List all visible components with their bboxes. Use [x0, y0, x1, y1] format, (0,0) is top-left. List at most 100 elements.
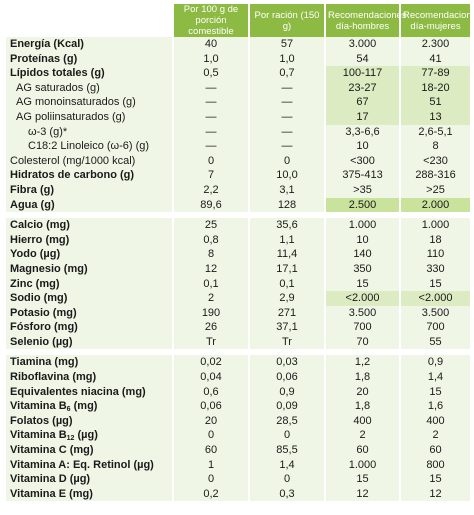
nutrient-name: Hierro (mg) [6, 232, 172, 248]
nutrient-unit: (µg) [74, 429, 98, 442]
value-per-ration: 37,1 [248, 320, 324, 335]
nutrient-label: AG saturados (g) [16, 81, 100, 94]
value-per-100g: 60 [172, 443, 248, 458]
value-per-ration: 3,1 [248, 182, 324, 198]
section-gap-cell [6, 212, 470, 219]
nutrient-label: Energía (Kcal) [10, 38, 84, 50]
value-per-ration: 1,4 [248, 457, 324, 473]
nutrient-label: Vitamina C (mg) [10, 444, 94, 457]
nutrient-label: Zinc (mg) [10, 277, 60, 290]
table-row: Colesterol (mg/1000 kcal) 0 0 <300 <230 [6, 153, 470, 169]
value-per-ration: 1,0 [248, 51, 324, 67]
table-row: Energía (Kcal) 40 57 3.000 2.300 [6, 37, 470, 52]
table-row: Potasio (mg) 190 271 3.500 3.500 [6, 305, 470, 321]
nutrient-label: Lípidos totales (g) [10, 67, 105, 80]
value-per-100g: 2,2 [172, 182, 248, 198]
value-per-ration: 0 [248, 472, 324, 487]
table-row: Vitamina A: Eq. Retinol (µg) 1 1,4 1.000 800 [6, 457, 470, 473]
value-per-ration: — [248, 124, 324, 140]
value-men: 1.000 [324, 218, 399, 233]
value-women: 41 [399, 51, 470, 67]
value-women: 77-89 [399, 66, 470, 81]
table-row: Tiamina (mg) 0,02 0,03 1,2 0,9 [6, 355, 470, 371]
value-per-100g: 0,02 [172, 355, 248, 371]
value-per-ration: 28,5 [248, 413, 324, 429]
value-women: 1,6 [399, 399, 470, 414]
table-row: Hierro (mg) 0,8 1,1 10 18 [6, 232, 470, 248]
value-men: 400 [324, 413, 399, 429]
nutrient-subscript: 6 [66, 406, 71, 414]
header-blank-cell [6, 4, 172, 37]
nutrient-label: ω-3 (g)* [28, 125, 68, 138]
value-women: 13 [399, 109, 470, 125]
value-women: 0,9 [399, 355, 470, 371]
value-men: 1.000 [324, 457, 399, 473]
header-per-100g: Por 100 g de porción comestible [172, 4, 248, 37]
value-per-100g: 1,0 [172, 51, 248, 67]
value-women: 2,6-5,1 [399, 124, 470, 140]
value-men: 10 [324, 232, 399, 248]
nutrient-name: C18:2 Linoleico (ω-6) (g) [6, 139, 172, 154]
value-men: 3,3-6,6 [324, 124, 399, 140]
value-men: 12 [324, 486, 399, 502]
value-women: 700 [399, 320, 470, 335]
value-men: 60 [324, 443, 399, 458]
nutrient-label: Magnesio (mg) [10, 262, 88, 275]
value-per-ration: Tr [248, 334, 324, 350]
value-women: <2.000 [399, 291, 470, 306]
nutrient-name: Vitamina B6 (mg) [6, 399, 172, 414]
value-men: 20 [324, 384, 399, 400]
value-per-100g: 20 [172, 413, 248, 429]
nutrient-label: Vitamina B [10, 400, 67, 413]
value-per-ration: 0,7 [248, 66, 324, 81]
nutrient-name: Colesterol (mg/1000 kcal) [6, 153, 172, 169]
value-per-ration: 0,1 [248, 276, 324, 292]
nutrient-name: Proteínas (g) [6, 51, 172, 67]
value-men: 1,8 [324, 399, 399, 414]
value-per-ration: — [248, 80, 324, 96]
value-women: 400 [399, 413, 470, 429]
nutrient-label: Riboflavina (mg) [10, 371, 97, 384]
value-per-100g: 0,1 [172, 276, 248, 292]
table-row: Hidratos de carbono (g) 7 10,0 375-413 288-3… [6, 168, 470, 183]
header-row: Por 100 g de porción comestible Por raci… [6, 4, 474, 37]
table-row: Fibra (g) 2,2 3,1 >35 >25 [6, 182, 470, 198]
nutrient-label: Equivalentes niacina (mg) [10, 385, 146, 398]
table-row: AG monoinsaturados (g) — —67 51 [6, 95, 470, 110]
nutrient-name: Equivalentes niacina (mg) [6, 384, 172, 400]
nutrient-label: Vitamina B [10, 429, 67, 442]
nutrient-name: Hidratos de carbono (g) [6, 168, 172, 183]
value-per-ration: 271 [248, 305, 324, 321]
value-per-100g: 7 [172, 168, 248, 183]
value-men: 23-27 [324, 80, 399, 96]
value-per-ration: 57 [248, 37, 324, 52]
table-row: Selenio (µg) Tr Tr 70 55 [6, 334, 470, 350]
table-row: Yodo (µg) 8 11,4 140 110 [6, 247, 470, 262]
table-row: Vitamina B6 (mg) 0,06 0,09 1,8 1,6 [6, 399, 470, 414]
value-per-ration: 85,5 [248, 443, 324, 458]
value-per-100g: 40 [172, 37, 248, 52]
nutrient-name: Vitamina B12 (µg) [6, 428, 172, 444]
table-row: C18:2 Linoleico (ω-6) (g) — —10 8 [6, 139, 470, 154]
value-per-100g: 26 [172, 320, 248, 335]
nutrient-name: Yodo (µg) [6, 247, 172, 262]
nutrient-label: Vitamina E (mg) [10, 487, 93, 500]
nutrient-label: Vitamina D (µg) [10, 473, 91, 486]
value-women: 1,4 [399, 370, 470, 385]
nutrient-name: ω-3 (g)* [6, 124, 172, 140]
nutrient-name: Potasio (mg) [6, 305, 172, 321]
nutrient-label: AG poliinsaturados (g) [16, 110, 126, 123]
table-row: Vitamina B12 (µg) 0 0 2 2 [6, 428, 470, 444]
nutrient-subscript: 12 [66, 435, 75, 443]
value-per-100g: Tr [172, 334, 248, 350]
nutrient-name: AG monoinsaturados (g) [6, 95, 172, 110]
value-per-100g: 0 [172, 428, 248, 444]
nutrient-name: Vitamina E (mg) [6, 486, 172, 502]
value-per-100g: 190 [172, 305, 248, 321]
header-men: Recomendaciones día-hombres [324, 4, 407, 37]
table-row: Vitamina D (µg) 0 0 15 15 [6, 472, 470, 487]
value-per-100g: 0,6 [172, 384, 248, 400]
value-per-ration: — [248, 109, 324, 125]
nutrient-name: Selenio (µg) [6, 334, 172, 350]
